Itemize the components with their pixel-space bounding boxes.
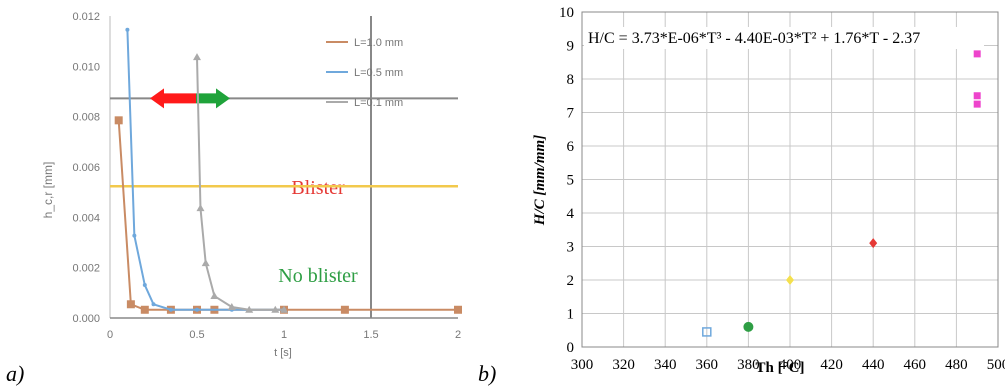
- chart-a-x-tick-label: 0: [107, 329, 113, 341]
- chart-a-data-point: [454, 305, 462, 314]
- chart-b-y-axis-label: H/C [mm/mm]: [532, 135, 548, 226]
- chart-b-data-point: [973, 50, 981, 58]
- chart-b-y-tick-label: 7: [567, 106, 575, 122]
- chart-a-y-tick-label: 0.000: [72, 313, 100, 325]
- chart-b-x-tick-label: 300: [571, 357, 594, 373]
- chart-a-data-point: [193, 53, 201, 61]
- chart-b-y-tick-label: 9: [567, 39, 575, 55]
- chart-a-y-tick-label: 0.006: [72, 162, 100, 174]
- chart-a-data-point: [227, 303, 236, 311]
- chart-a-data-point: [210, 292, 219, 300]
- chart-b-y-tick-label: 3: [567, 240, 575, 256]
- no-blister-label: No blister: [278, 265, 358, 287]
- chart-a-x-tick-label: 1.5: [363, 329, 378, 341]
- chart-a-data-point: [340, 305, 349, 314]
- chart-b-y-tick-label: 10: [559, 5, 574, 21]
- chart-a-y-tick-label: 0.012: [72, 11, 100, 23]
- panel-label-b: b): [478, 361, 496, 386]
- chart-b-x-axis-label: Th [°C]: [756, 360, 805, 376]
- chart-b-data-point: [743, 321, 754, 332]
- left-arrow-icon: [150, 88, 196, 109]
- chart-b-x-tick-label: 500: [987, 357, 1005, 373]
- chart-a-y-tick-label: 0.010: [72, 61, 100, 73]
- chart-b-y-tick-label: 8: [567, 72, 575, 88]
- chart-a-data-point: [280, 305, 288, 313]
- chart-b-x-tick-label: 420: [820, 357, 843, 373]
- chart-b-y-tick-label: 6: [567, 139, 575, 155]
- chart-b-x-tick-label: 380: [737, 357, 760, 373]
- chart-a-data-point: [126, 300, 135, 309]
- chart-a-x-tick-label: 0.5: [189, 329, 204, 341]
- chart-a-data-point: [125, 27, 130, 32]
- chart-b-x-tick-label: 440: [862, 357, 885, 373]
- chart-b-y-tick-label: 2: [567, 273, 575, 289]
- chart-a-data-point: [201, 259, 210, 267]
- chart-b-data-point: [973, 92, 981, 100]
- chart-a-data-point: [132, 233, 137, 238]
- equation-background: [584, 27, 984, 49]
- chart-b-data-point: [786, 275, 794, 285]
- chart-b-y-tick-label: 0: [567, 340, 575, 356]
- regression-equation: H/C = 3.73*E-06*T³ - 4.40E-03*T² + 1.76*…: [588, 30, 920, 47]
- chart-a-y-tick-label: 0.004: [72, 212, 100, 224]
- chart-a-series-line: [196, 57, 284, 311]
- chart-b-x-tick-label: 320: [612, 357, 635, 373]
- chart-a: h_c,r [mm] t [s] Blister No blister 0.00…: [41, 11, 462, 359]
- chart-a-x-tick-label: 1: [281, 329, 287, 341]
- chart-b: H/C [mm/mm] Th [°C] 0 1 2 3 4 5 6 7 8 9 10 300 320 34…: [532, 5, 1005, 376]
- chart-a-legend-label: L=0.1 mm: [354, 97, 403, 109]
- right-arrow-icon: [196, 88, 230, 109]
- chart-a-data-point: [245, 305, 254, 313]
- chart-a-y-axis-label: h_c,r [mm]: [41, 162, 55, 219]
- chart-a-y-tick-label: 0.008: [72, 112, 100, 124]
- chart-b-x-tick-label: 340: [654, 357, 677, 373]
- blister-label: Blister: [291, 177, 345, 199]
- chart-b-x-tick-label: 460: [904, 357, 927, 373]
- chart-a-data-point: [151, 302, 156, 307]
- chart-a-y-tick-label: 0.002: [72, 263, 100, 275]
- chart-a-data-point: [114, 116, 123, 125]
- chart-a-data-point: [142, 283, 147, 288]
- chart-b-data-point: [869, 238, 878, 249]
- chart-b-x-tick-label: 360: [696, 357, 719, 373]
- chart-a-data-point: [140, 305, 149, 314]
- panel-label-a: a): [6, 361, 24, 386]
- chart-a-data-point: [195, 307, 199, 312]
- chart-a-series-line: [126, 29, 284, 311]
- chart-b-y-tick-label: 1: [567, 307, 575, 323]
- chart-b-plot-frame: [581, 11, 999, 348]
- chart-a-data-point: [196, 204, 205, 212]
- chart-b-y-tick-label: 4: [567, 206, 575, 222]
- chart-a-x-tick-label: 2: [455, 329, 461, 341]
- chart-a-legend-label: L=0.5 mm: [354, 67, 403, 79]
- chart-a-x-axis-label: t [s]: [274, 347, 292, 359]
- chart-a-data-point: [168, 307, 173, 312]
- chart-b-data-point: [702, 327, 712, 337]
- chart-b-data-point: [973, 100, 981, 108]
- chart-a-legend-label: L=1.0 mm: [354, 37, 403, 49]
- chart-a-data-point: [271, 305, 280, 313]
- chart-b-x-tick-label: 400: [779, 357, 802, 373]
- chart-b-y-tick-label: 5: [567, 173, 575, 189]
- chart-b-x-tick-label: 480: [945, 357, 968, 373]
